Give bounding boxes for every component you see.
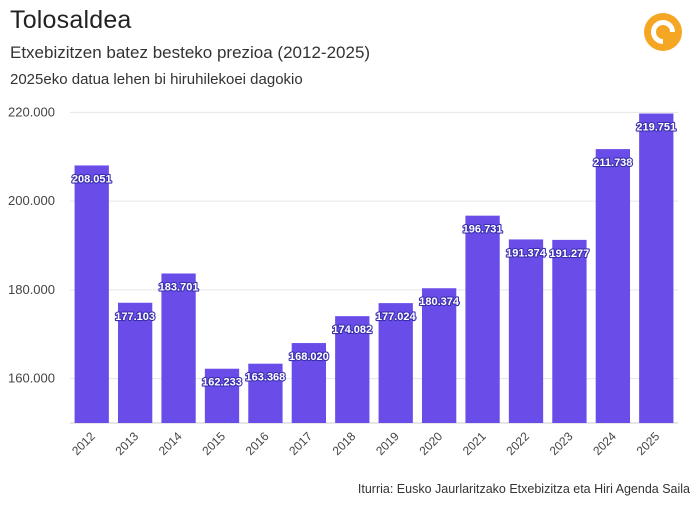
bar-2016 [248, 363, 283, 423]
x-tick-label: 2014 [156, 429, 185, 458]
x-tick-label: 2023 [547, 429, 576, 458]
data-label-2025: 219.751 [636, 122, 676, 134]
x-tick-label: 2021 [460, 429, 489, 458]
data-labels: 208.051 177.103 183.701 162.233 163.368168.0… [71, 120, 678, 389]
bar-2012 [74, 165, 109, 424]
data-label-2012: 208.051 [72, 173, 112, 185]
data-label-2024: 211.738 [593, 157, 632, 169]
chart-note: 2025eko datua lehen bi hiruhilekoei dago… [10, 71, 303, 88]
data-label-2019: 177.024 [376, 311, 417, 323]
x-tick-label: 2016 [243, 429, 272, 458]
chart-subtitle: Etxebizitzen batez besteko prezioa (2012… [10, 43, 371, 62]
bar-2015 [204, 368, 240, 423]
data-label-2013: 177.103 [115, 311, 155, 323]
x-tick-label: 2013 [112, 429, 141, 458]
bar-2017 [291, 343, 327, 423]
x-tick-label: 2020 [416, 429, 445, 458]
x-tick-label: 2015 [199, 429, 228, 458]
data-label-2014: 183.701 [159, 281, 199, 293]
data-label-2017: 168.020 [289, 351, 329, 363]
y-tick-label: 200.000 [8, 193, 55, 208]
x-axis: 2012 2013 2014 2015 2016 2017 2018 2019 2020 2021… [69, 429, 663, 458]
data-label-2018: 174.082 [332, 324, 372, 336]
x-tick-label: 2017 [286, 429, 315, 458]
bar-2023 [552, 239, 587, 423]
data-label-2022: 191.374 [506, 247, 547, 259]
gridlines [70, 111, 678, 424]
y-axis: 160.000 180.000 200.000 220.000 [8, 104, 55, 385]
data-label-2020: 180.374 [419, 296, 460, 308]
data-label-2021: 196.731 [463, 224, 503, 236]
orange-ring-logo-icon [644, 13, 682, 51]
bar-2025 [639, 113, 674, 424]
y-tick-label: 220.000 [8, 104, 55, 119]
bar-2014 [161, 273, 196, 423]
source-note: Iturria: Eusko Jaurlaritzako Etxebizitza… [357, 482, 690, 496]
bars [74, 113, 674, 424]
data-label-2016: 163.368 [246, 372, 286, 384]
x-tick-label: 2022 [503, 429, 532, 458]
data-label-2015: 162.233 [202, 377, 242, 389]
bar-2024 [595, 149, 631, 423]
x-tick-label: 2025 [634, 429, 663, 458]
x-tick-label: 2012 [69, 429, 98, 458]
x-tick-label: 2024 [590, 429, 619, 458]
bar-2013 [117, 302, 153, 423]
x-tick-label: 2018 [330, 429, 359, 458]
y-tick-label: 180.000 [8, 282, 55, 297]
bar-2020 [421, 288, 457, 423]
y-tick-label: 160.000 [8, 371, 55, 386]
chart-title: Tolosaldea [10, 6, 132, 34]
x-tick-label: 2019 [373, 429, 402, 458]
bar-2018 [335, 316, 370, 423]
bar-2022 [508, 239, 544, 423]
data-label-2023: 191.277 [550, 248, 590, 260]
bar-2021 [465, 215, 500, 423]
bar-2019 [378, 303, 413, 423]
